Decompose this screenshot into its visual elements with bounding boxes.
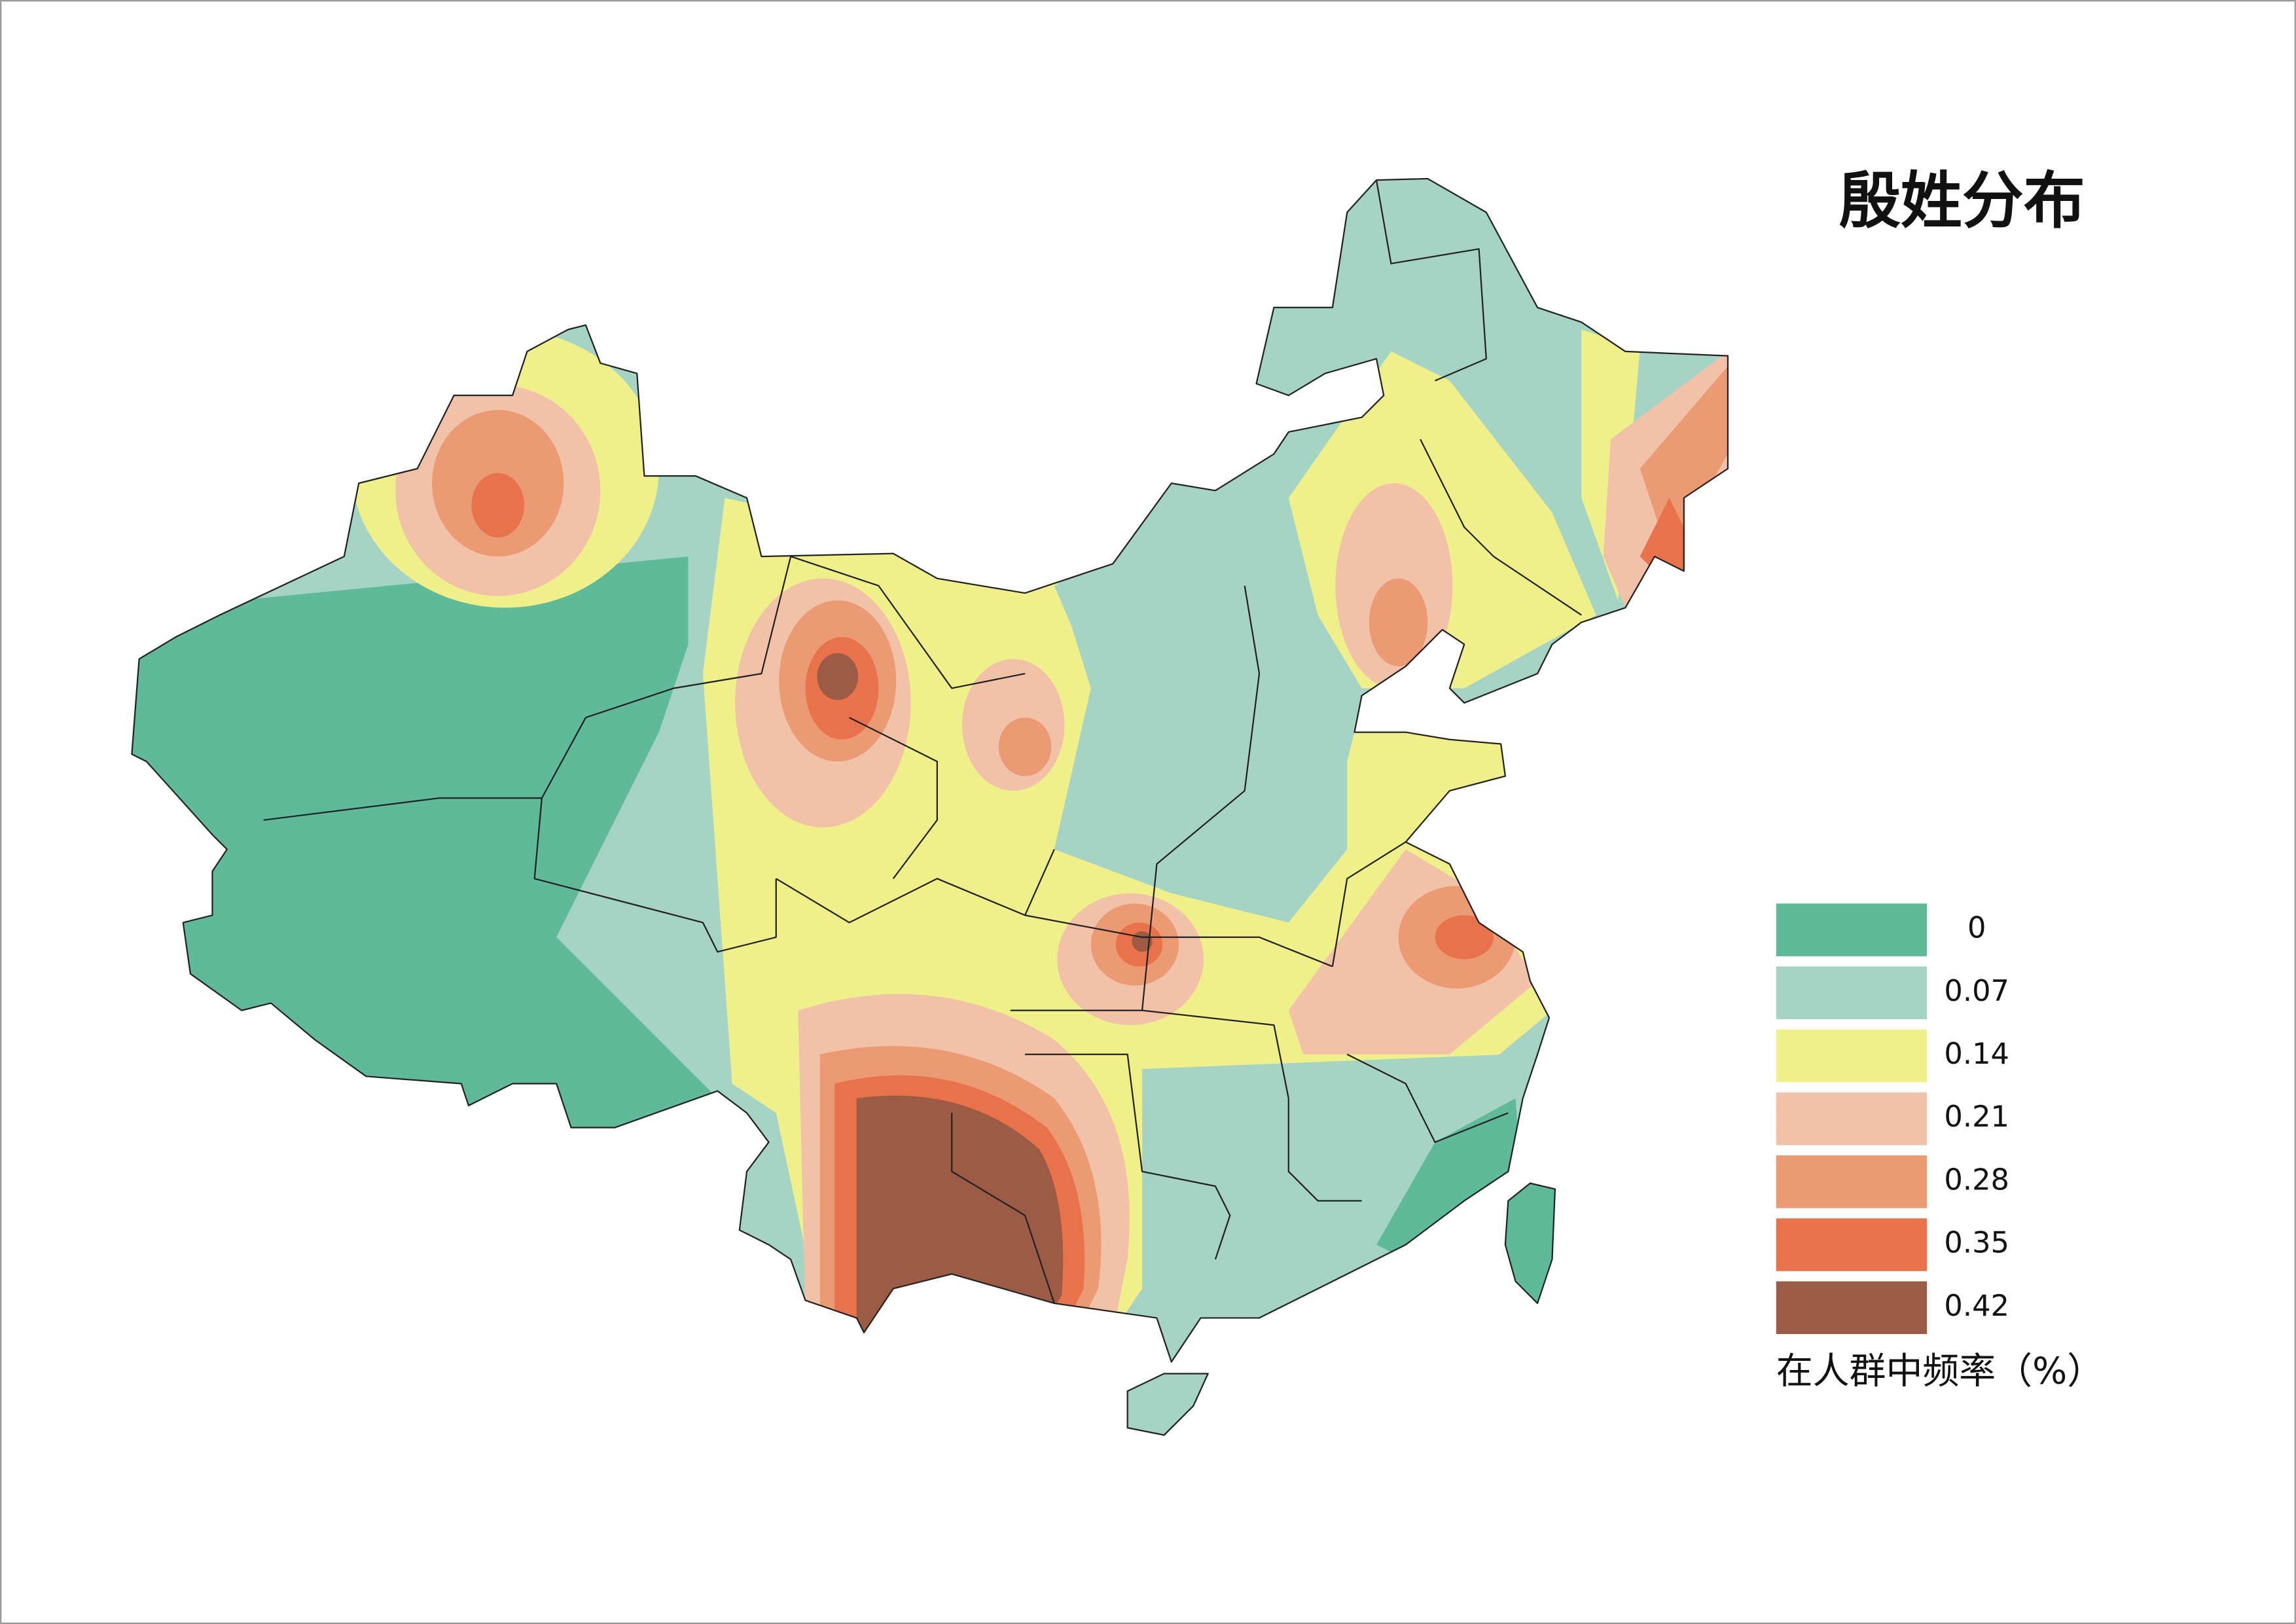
map-title: 殷姓分布	[1839, 166, 2085, 237]
legend-label: 0.14	[1944, 1036, 2009, 1071]
legend: 0 0.07 0.14 0.21 0.28 0.35 0.42	[1776, 903, 2009, 1335]
legend-swatch	[1776, 1092, 1928, 1146]
legend-label: 0	[1967, 911, 1986, 945]
province-borders	[263, 179, 1582, 1304]
legend-label: 0.21	[1944, 1099, 2009, 1134]
legend-swatch	[1776, 1218, 1928, 1271]
legend-swatch	[1776, 966, 1928, 1020]
hainan	[1126, 1373, 1209, 1436]
legend-swatch	[1776, 1281, 1928, 1335]
taiwan	[1504, 1182, 1556, 1305]
legend-label: 0.28	[1944, 1162, 2009, 1197]
legend-title: 在人群中频率（%）	[1776, 1350, 2104, 1393]
legend-label: 0.35	[1944, 1225, 2009, 1260]
legend-swatch	[1776, 1029, 1928, 1083]
legend-swatch	[1776, 903, 1928, 956]
legend-label: 0.42	[1944, 1288, 2009, 1323]
legend-swatch	[1776, 1155, 1928, 1208]
legend-label: 0.07	[1944, 973, 2009, 1008]
